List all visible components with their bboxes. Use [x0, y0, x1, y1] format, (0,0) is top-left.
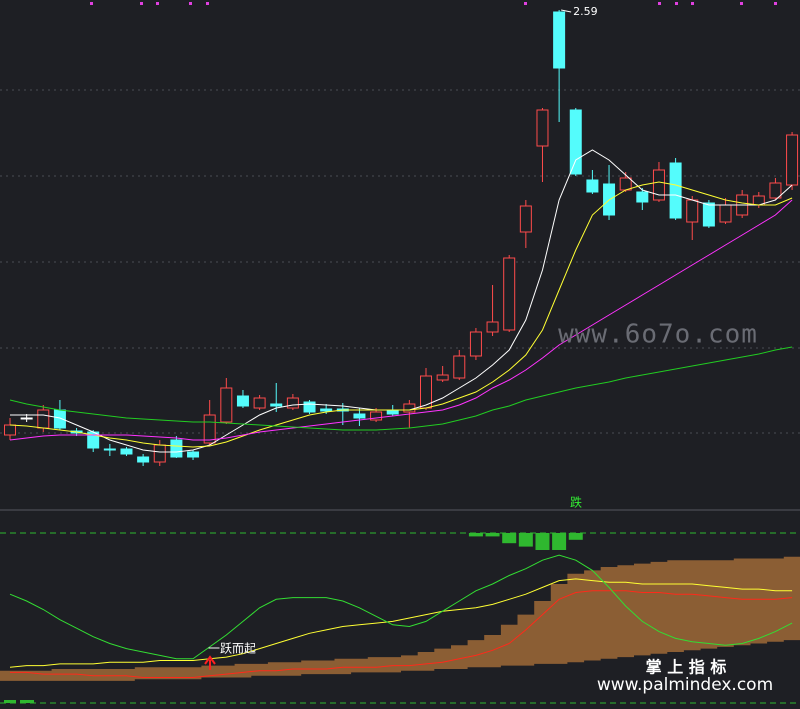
candle-body [586, 179, 599, 193]
arrow [204, 655, 216, 670]
signal-bar [568, 533, 583, 540]
signal-bar [485, 533, 500, 537]
marker [189, 2, 192, 5]
candle-body [203, 414, 216, 444]
candle-body [619, 177, 632, 191]
candle-body [469, 331, 482, 357]
indicator-line [9, 554, 793, 660]
signal-bar [502, 533, 517, 544]
candle-body [320, 408, 333, 412]
candle-body [236, 395, 249, 407]
candle-body [569, 109, 582, 175]
marker [658, 2, 661, 5]
candle-body [686, 199, 699, 223]
candle-body [170, 439, 183, 458]
ma-line [9, 199, 793, 441]
candle-body [253, 397, 266, 409]
signal-label: 跌 [570, 495, 582, 510]
marker [156, 2, 159, 5]
candle-body [453, 355, 466, 379]
candle-body [137, 456, 150, 463]
candle-body [503, 257, 516, 331]
indicator-line [9, 578, 793, 668]
marker [524, 2, 527, 5]
candle-body [486, 321, 499, 333]
marker [691, 2, 694, 5]
candle-body [53, 409, 66, 429]
candle-body [20, 417, 33, 420]
marker [740, 2, 743, 5]
candle-body [519, 205, 532, 233]
candle-body [386, 409, 399, 415]
marker [90, 2, 93, 5]
marker [675, 2, 678, 5]
indicator-line [10, 590, 793, 678]
marker [774, 2, 777, 5]
candle-body [436, 374, 449, 381]
candle-body [553, 11, 566, 69]
watermark: www.6o7o.com [558, 320, 758, 350]
candle-body [652, 169, 665, 201]
ma-line [9, 181, 793, 448]
candle-body [270, 403, 283, 407]
signal-block [4, 700, 16, 703]
marker [206, 2, 209, 5]
top-markers [90, 2, 777, 5]
candle-body [702, 202, 715, 227]
max-pointer [561, 9, 572, 13]
candle-body [719, 204, 732, 223]
candle-body [4, 424, 16, 436]
candle-body [669, 162, 682, 219]
candle-body [636, 191, 649, 203]
grid [0, 89, 800, 434]
candle-body [403, 403, 416, 413]
candle-body [786, 134, 799, 186]
candle-body [769, 182, 782, 199]
candle-body [536, 109, 549, 147]
signal-block [20, 700, 34, 703]
candle-body [120, 448, 133, 455]
candle-body [103, 448, 116, 451]
annotation: 一跃而起 [208, 642, 256, 656]
footer-title: 掌 上 指 标 [646, 658, 727, 677]
signal-bar [552, 533, 567, 550]
candle-body [153, 444, 166, 463]
candle-body [187, 451, 200, 458]
candle-body [286, 397, 299, 409]
candle-body [353, 413, 366, 419]
footer-url: www.palmindex.com [597, 675, 773, 695]
candle-body [220, 387, 233, 423]
candle-body [370, 411, 383, 421]
signal-bar [468, 533, 483, 537]
signal-bar [518, 533, 533, 547]
signal-bar [535, 533, 550, 550]
candle-body [37, 409, 50, 429]
ma-line [9, 346, 793, 431]
max-label: 2.59 [573, 5, 598, 18]
plot: 2.59 [0, 5, 800, 681]
candle-body [303, 401, 316, 413]
marker [140, 2, 143, 5]
band [0, 556, 800, 681]
